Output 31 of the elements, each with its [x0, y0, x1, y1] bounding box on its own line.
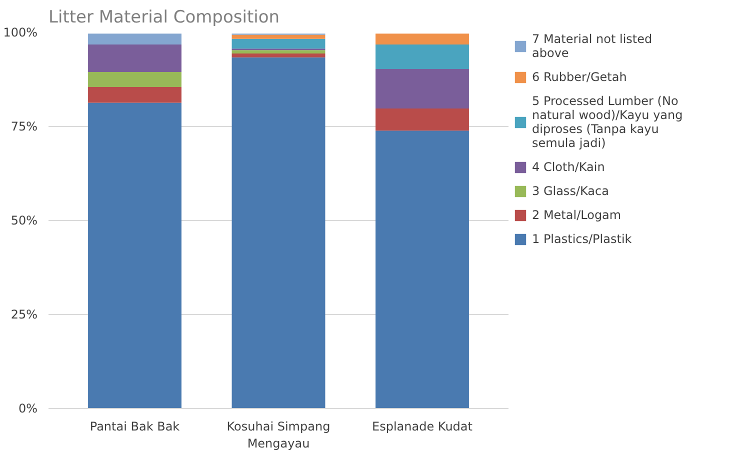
bar [88, 34, 182, 45]
legend-label: 7 Material not listed above [532, 32, 652, 60]
x-tick-label: Pantai Bak Bak [90, 420, 180, 434]
x-tick-label: Esplanade Kudat [372, 420, 473, 434]
bar [88, 44, 182, 72]
bar [376, 34, 469, 45]
y-tick-label: 25% [10, 308, 38, 322]
bar [88, 72, 182, 88]
bar [88, 102, 182, 408]
bar [88, 87, 182, 103]
bar [232, 50, 326, 54]
y-tick-label: 75% [10, 120, 38, 134]
bar [376, 130, 469, 408]
legend-label: 6 Rubber/Getah [532, 70, 627, 84]
bar [376, 68, 469, 108]
bar [232, 54, 326, 58]
legend-label: 1 Plastics/Plastik [532, 232, 632, 246]
bar [376, 44, 469, 69]
chart-title: Litter Material Composition [48, 8, 280, 28]
bar [232, 34, 326, 39]
legend-label: 2 Metal/Logam [532, 208, 622, 222]
bar [232, 38, 326, 49]
y-tick-label: 50% [10, 214, 38, 228]
bar [232, 57, 326, 408]
x-tick-label: Kosuhai Simpang Mengayau [226, 420, 330, 450]
legend-label: 3 Glass/Kaca [532, 184, 609, 198]
legend-label: 4 Cloth/Kain [532, 160, 605, 174]
legend-label: 5 Processed Lumber (No natural wood)/Kayu yang diproses (Tanpa kayu semula jadi) [532, 94, 683, 150]
bar [376, 108, 469, 131]
y-tick-label: 100% [3, 26, 38, 40]
y-tick-label: 0% [18, 402, 38, 416]
